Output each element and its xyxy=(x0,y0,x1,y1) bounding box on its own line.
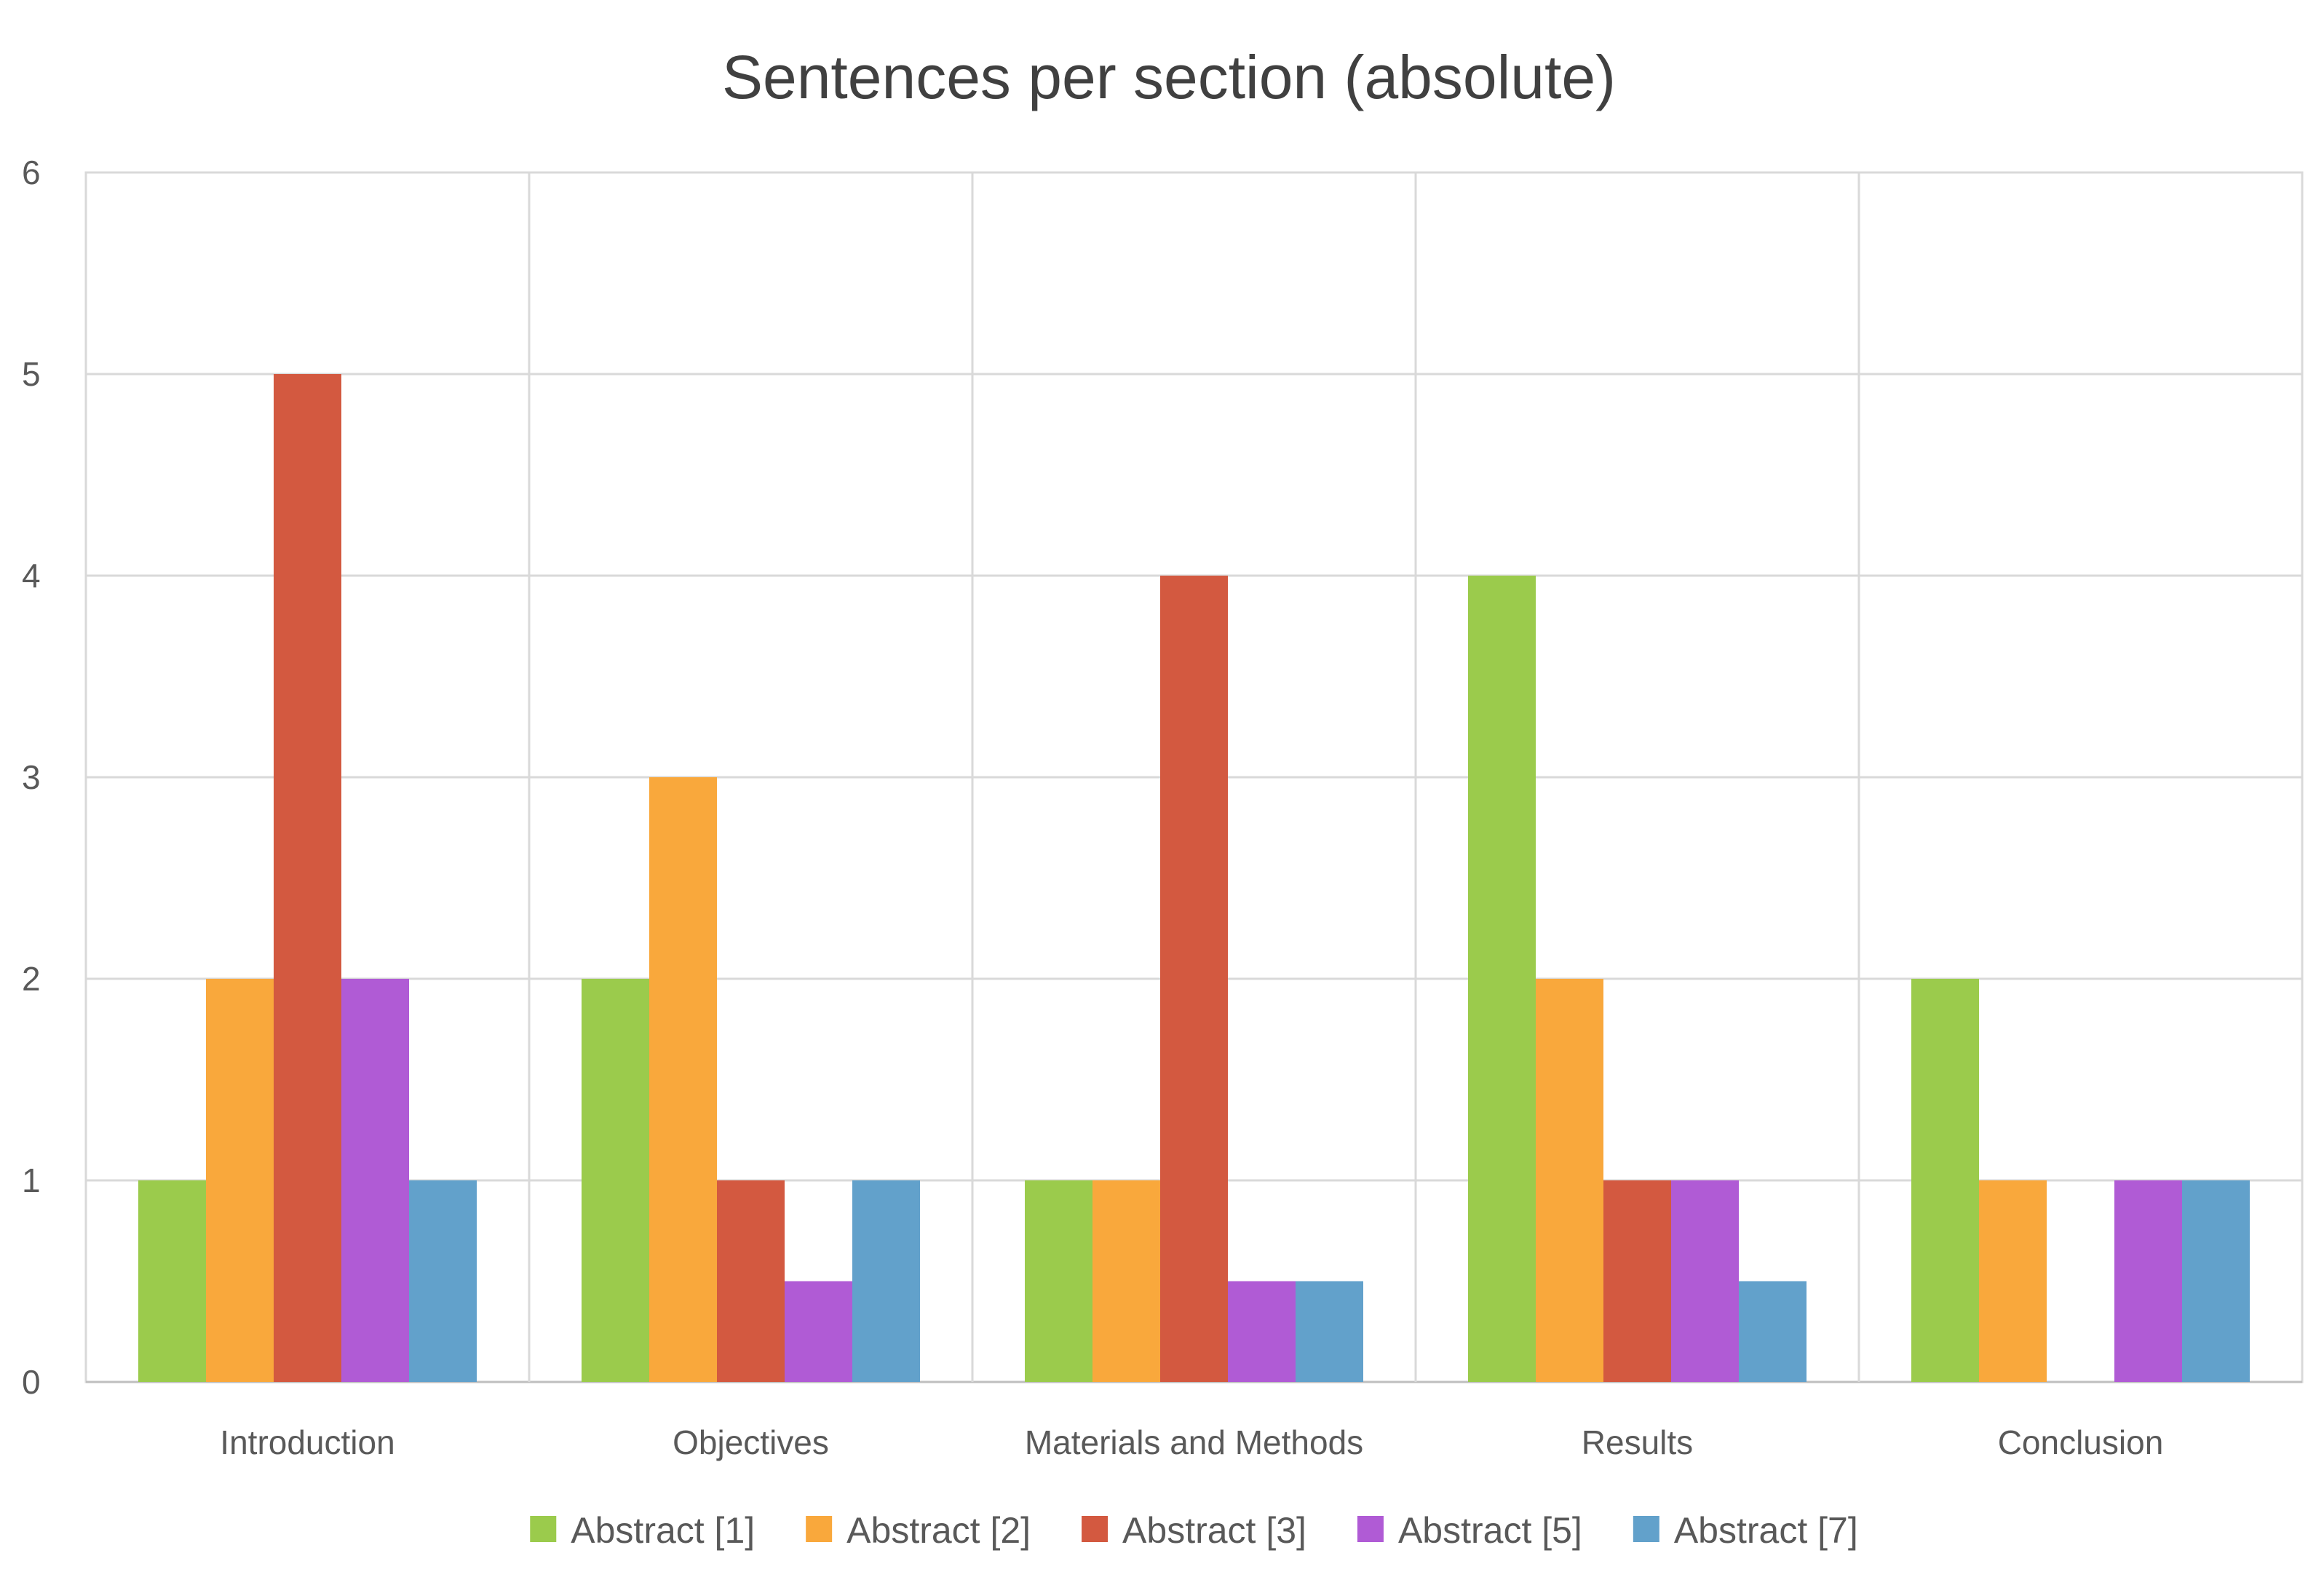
y-tick-label: 4 xyxy=(22,557,41,595)
legend-item: Abstract [5] xyxy=(1357,1510,1582,1551)
bar xyxy=(1296,1281,1363,1382)
x-axis-ticks: Introduction Objectives Materials and Meth… xyxy=(220,1423,2163,1461)
bar xyxy=(717,1180,785,1382)
legend-swatch xyxy=(1633,1516,1659,1542)
legend-swatch xyxy=(530,1516,557,1542)
y-tick-label: 1 xyxy=(22,1161,41,1199)
bar xyxy=(206,979,274,1382)
bar xyxy=(409,1180,477,1382)
legend-label: Abstract [7] xyxy=(1674,1510,1858,1551)
y-tick-label: 3 xyxy=(22,758,41,796)
legend-swatch xyxy=(1357,1516,1384,1542)
bar xyxy=(1739,1281,1807,1382)
y-tick-label: 2 xyxy=(22,960,41,998)
legend-label: Abstract [2] xyxy=(846,1510,1031,1551)
bar xyxy=(341,979,409,1382)
x-tick-label: Objectives xyxy=(673,1423,829,1461)
y-tick-label: 6 xyxy=(22,154,41,191)
x-tick-label: Conclusion xyxy=(1998,1423,2164,1461)
bar xyxy=(1911,979,1979,1382)
bar xyxy=(1979,1180,2047,1382)
bar xyxy=(852,1180,920,1382)
legend-label: Abstract [1] xyxy=(571,1510,755,1551)
legend-item: Abstract [2] xyxy=(806,1510,1031,1551)
legend-label: Abstract [5] xyxy=(1398,1510,1582,1551)
legend-swatch xyxy=(806,1516,833,1542)
bar xyxy=(2114,1180,2182,1382)
bar xyxy=(1025,1180,1092,1382)
bar xyxy=(1603,1180,1671,1382)
bar xyxy=(2182,1180,2250,1382)
chart-title: Sentences per section (absolute) xyxy=(722,43,1616,111)
x-tick-label: Results xyxy=(1582,1423,1693,1461)
legend-label: Abstract [3] xyxy=(1122,1510,1306,1551)
y-axis-ticks: 0 1 2 3 4 5 6 xyxy=(22,154,41,1401)
y-tick-label: 5 xyxy=(22,355,41,393)
x-tick-label: Materials and Methods xyxy=(1025,1423,1363,1461)
legend-item: Abstract [3] xyxy=(1082,1510,1306,1551)
legend-item: Abstract [1] xyxy=(530,1510,755,1551)
bar xyxy=(1092,1180,1160,1382)
bar xyxy=(138,1180,206,1382)
y-tick-label: 0 xyxy=(22,1363,41,1401)
bar xyxy=(582,979,649,1382)
legend: Abstract [1] Abstract [2] Abstract [3] Abst… xyxy=(530,1510,1858,1551)
bars xyxy=(138,374,2250,1382)
x-tick-label: Introduction xyxy=(220,1423,394,1461)
bar xyxy=(1160,576,1228,1382)
legend-item: Abstract [7] xyxy=(1633,1510,1858,1551)
bar xyxy=(1468,576,1536,1382)
bar xyxy=(649,777,717,1382)
bar xyxy=(1671,1180,1739,1382)
legend-swatch xyxy=(1082,1516,1109,1542)
bar xyxy=(274,374,341,1382)
bar xyxy=(1228,1281,1296,1382)
bar xyxy=(785,1281,852,1382)
bar xyxy=(1536,979,1603,1382)
